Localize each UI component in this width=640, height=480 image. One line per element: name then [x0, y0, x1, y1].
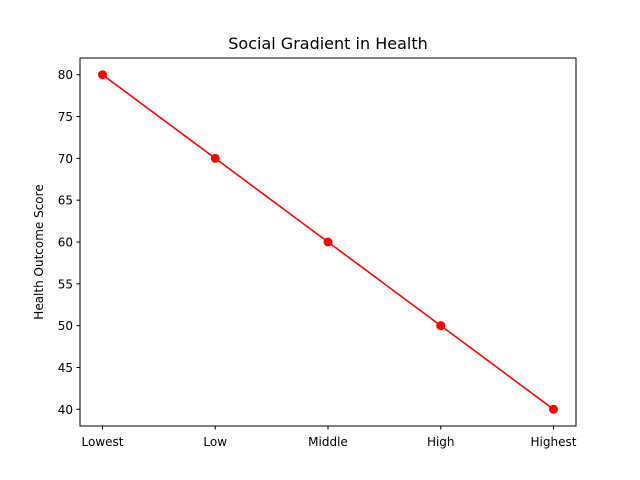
y-tick-label: 50 — [58, 319, 73, 333]
y-tick-label: 75 — [58, 110, 73, 124]
data-point — [323, 237, 333, 247]
series-layer — [98, 70, 558, 414]
x-tick-label: Low — [203, 435, 227, 449]
y-tick-label: 70 — [58, 152, 73, 166]
chart-title: Social Gradient in Health — [228, 34, 427, 53]
x-axis: Lowest Low Middle High Highest — [82, 426, 577, 449]
x-tick-label: High — [427, 435, 455, 449]
plot-frame — [79, 57, 577, 427]
x-tick-label: Lowest — [82, 435, 124, 449]
data-point — [436, 321, 446, 331]
data-point — [549, 404, 558, 414]
y-tick-label: 65 — [58, 194, 73, 208]
y-tick-label: 40 — [58, 403, 73, 417]
y-tick-label: 80 — [58, 68, 73, 82]
y-tick-label: 55 — [58, 277, 73, 291]
x-tick-label: Middle — [308, 435, 348, 449]
data-point — [210, 153, 220, 163]
y-axis-label: Health Outcome Score — [32, 184, 46, 319]
y-tick-label: 45 — [58, 361, 73, 375]
x-tick-label: Highest — [531, 435, 577, 449]
y-tick-label: 60 — [58, 236, 73, 250]
y-axis: 40 45 50 55 60 65 70 75 80 — [58, 68, 80, 417]
data-point — [98, 70, 107, 80]
